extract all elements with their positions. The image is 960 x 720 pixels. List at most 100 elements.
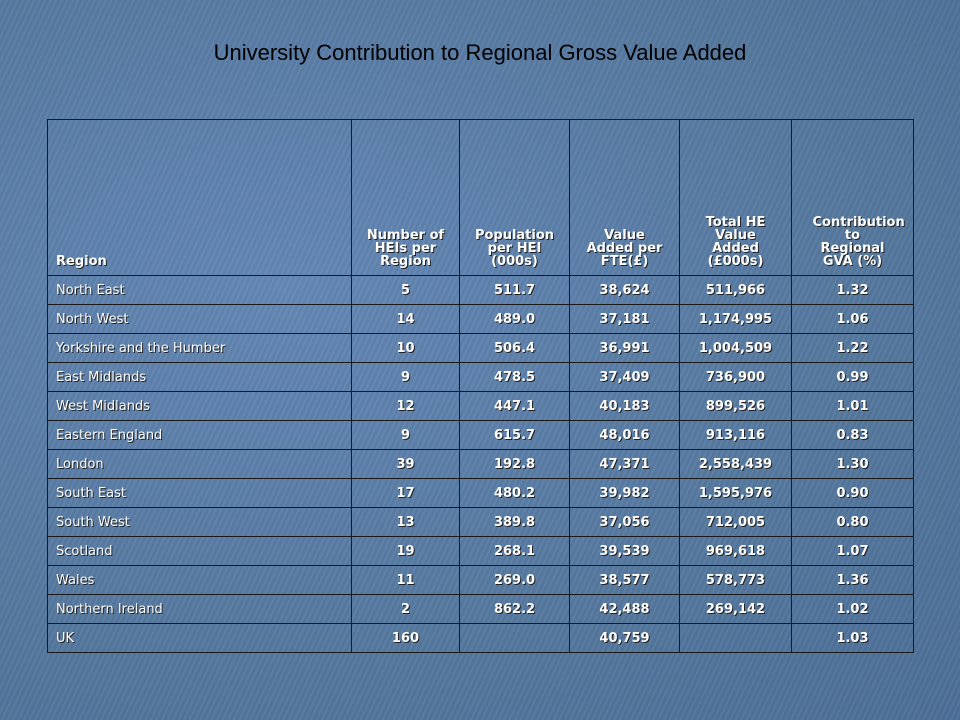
value-cell: 1.02: [791, 594, 914, 624]
value-cell: 2,558,439: [679, 449, 792, 479]
value-cell: 269.0: [459, 565, 570, 595]
region-cell: Scotland: [47, 536, 352, 566]
value-cell: 478.5: [459, 362, 570, 392]
table-row: UK 160 40,759 1.03: [47, 623, 914, 653]
value-cell: 38,624: [569, 275, 680, 305]
value-cell: 39,982: [569, 478, 680, 508]
value-cell: 269,142: [679, 594, 792, 624]
region-cell: Yorkshire and the Humber: [47, 333, 352, 363]
region-cell: UK: [47, 623, 352, 653]
value-cell: 10: [351, 333, 460, 363]
value-cell: 40,183: [569, 391, 680, 421]
value-cell: 480.2: [459, 478, 570, 508]
value-cell: 39: [351, 449, 460, 479]
value-cell: 0.99: [791, 362, 914, 392]
value-cell: 12: [351, 391, 460, 421]
region-cell: Eastern England: [47, 420, 352, 450]
table-row: North West 14 489.0 37,181 1,174,995 1.06: [47, 304, 914, 334]
value-cell: 1.22: [791, 333, 914, 363]
region-cell: North East: [47, 275, 352, 305]
value-cell: 13: [351, 507, 460, 537]
table-row: Wales 11 269.0 38,577 578,773 1.36: [47, 565, 914, 595]
value-cell: 578,773: [679, 565, 792, 595]
value-cell: 1,004,509: [679, 333, 792, 363]
value-cell: 1.06: [791, 304, 914, 334]
value-cell: 712,005: [679, 507, 792, 537]
column-header-label: Value Added per FTE(£): [586, 228, 663, 269]
value-cell: 268.1: [459, 536, 570, 566]
table-header-row: Region Number of HEIs per Region Populatio…: [47, 119, 914, 276]
value-cell: 1.36: [791, 565, 914, 595]
value-cell: 899,526: [679, 391, 792, 421]
value-cell: 389.8: [459, 507, 570, 537]
table-row: Scotland 19 268.1 39,539 969,618 1.07: [47, 536, 914, 566]
value-cell: 1.30: [791, 449, 914, 479]
value-cell: 1.01: [791, 391, 914, 421]
value-cell: 39,539: [569, 536, 680, 566]
column-header: Population per HEI (000s): [459, 119, 570, 276]
value-cell: 14: [351, 304, 460, 334]
column-header-label: Contribution to Regional GVA (%): [812, 215, 905, 269]
value-cell: 969,618: [679, 536, 792, 566]
value-cell: 11: [351, 565, 460, 595]
value-cell: 42,488: [569, 594, 680, 624]
value-cell: [459, 623, 570, 653]
gva-table: Region Number of HEIs per Region Populatio…: [47, 119, 914, 653]
value-cell: 862.2: [459, 594, 570, 624]
value-cell: 37,409: [569, 362, 680, 392]
value-cell: 19: [351, 536, 460, 566]
column-header: Number of HEIs per Region: [351, 119, 460, 276]
value-cell: 511.7: [459, 275, 570, 305]
value-cell: 1,174,995: [679, 304, 792, 334]
value-cell: 489.0: [459, 304, 570, 334]
region-cell: West Midlands: [47, 391, 352, 421]
column-header: Region: [47, 119, 352, 276]
column-header: Contribution to Regional GVA (%): [791, 119, 914, 276]
value-cell: 9: [351, 420, 460, 450]
table-row: Eastern England 9 615.7 48,016 913,116 0.83: [47, 420, 914, 450]
value-cell: 48,016: [569, 420, 680, 450]
value-cell: [679, 623, 792, 653]
table-row: Yorkshire and the Humber 10 506.4 36,991 1,0…: [47, 333, 914, 363]
column-header-label: Population per HEI (000s): [474, 228, 555, 269]
value-cell: 9: [351, 362, 460, 392]
value-cell: 447.1: [459, 391, 570, 421]
column-header: Total HE Value Added (£000s): [679, 119, 792, 276]
value-cell: 0.80: [791, 507, 914, 537]
value-cell: 0.90: [791, 478, 914, 508]
region-cell: South West: [47, 507, 352, 537]
column-header-label: Number of HEIs per Region: [366, 228, 445, 269]
region-cell: North West: [47, 304, 352, 334]
value-cell: 17: [351, 478, 460, 508]
table-row: Northern Ireland 2 862.2 42,488 269,142 1.02: [47, 594, 914, 624]
slide-title: University Contribution to Regional Gros…: [213, 40, 747, 65]
region-cell: Wales: [47, 565, 352, 595]
table-row: North East 5 511.7 38,624 511,966 1.32: [47, 275, 914, 305]
table-row: South West 13 389.8 37,056 712,005 0.80: [47, 507, 914, 537]
column-header-label: Total HE Value Added (£000s): [705, 215, 766, 269]
table-row: East Midlands 9 478.5 37,409 736,900 0.99: [47, 362, 914, 392]
value-cell: 913,116: [679, 420, 792, 450]
value-cell: 47,371: [569, 449, 680, 479]
region-cell: Northern Ireland: [47, 594, 352, 624]
value-cell: 736,900: [679, 362, 792, 392]
table-row: West Midlands 12 447.1 40,183 899,526 1.01: [47, 391, 914, 421]
value-cell: 36,991: [569, 333, 680, 363]
value-cell: 2: [351, 594, 460, 624]
value-cell: 1.07: [791, 536, 914, 566]
value-cell: 1.03: [791, 623, 914, 653]
value-cell: 1.32: [791, 275, 914, 305]
value-cell: 0.83: [791, 420, 914, 450]
table-row: London 39 192.8 47,371 2,558,439 1.30: [47, 449, 914, 479]
value-cell: 5: [351, 275, 460, 305]
value-cell: 40,759: [569, 623, 680, 653]
value-cell: 192.8: [459, 449, 570, 479]
value-cell: 160: [351, 623, 460, 653]
value-cell: 506.4: [459, 333, 570, 363]
value-cell: 37,181: [569, 304, 680, 334]
region-cell: East Midlands: [47, 362, 352, 392]
region-cell: South East: [47, 478, 352, 508]
region-cell: London: [47, 449, 352, 479]
value-cell: 1,595,976: [679, 478, 792, 508]
value-cell: 37,056: [569, 507, 680, 537]
